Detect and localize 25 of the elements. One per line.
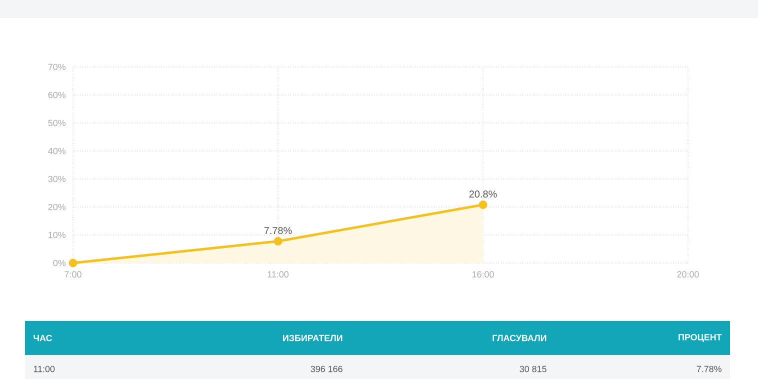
point: [274, 236, 282, 246]
x-tick-label: 11:00: [268, 271, 289, 278]
point: [68, 258, 78, 268]
text: 7.78%: [696, 366, 722, 372]
y-tick-label: 40%: [48, 148, 66, 154]
text: ЧАС: [34, 334, 52, 342]
text: 11:00: [34, 366, 55, 372]
data-label: 7.78%: [264, 226, 292, 234]
x-tick-label: 7:00: [64, 271, 82, 278]
x-tick-label: 16:00: [472, 271, 494, 278]
text: ПРОЦЕНТ: [678, 334, 722, 342]
y-tick-label: 0%: [53, 260, 66, 266]
x-tick-label: 20:00: [677, 271, 699, 278]
data-label: 20.8%: [469, 190, 497, 198]
y-tick-label: 70%: [48, 64, 66, 70]
y-tick-label: 20%: [48, 204, 66, 210]
y-tick-label: 10%: [48, 232, 66, 238]
text: 30 815: [520, 366, 546, 372]
y-tick-label: 50%: [48, 120, 66, 126]
text: 396 166: [310, 366, 342, 372]
y-tick-label: 60%: [48, 92, 66, 98]
y-tick-label: 30%: [48, 176, 66, 182]
point: [478, 200, 488, 209]
text: ИЗБИРАТЕЛИ: [283, 334, 342, 342]
text: ГЛАСУВАЛИ: [492, 334, 546, 342]
